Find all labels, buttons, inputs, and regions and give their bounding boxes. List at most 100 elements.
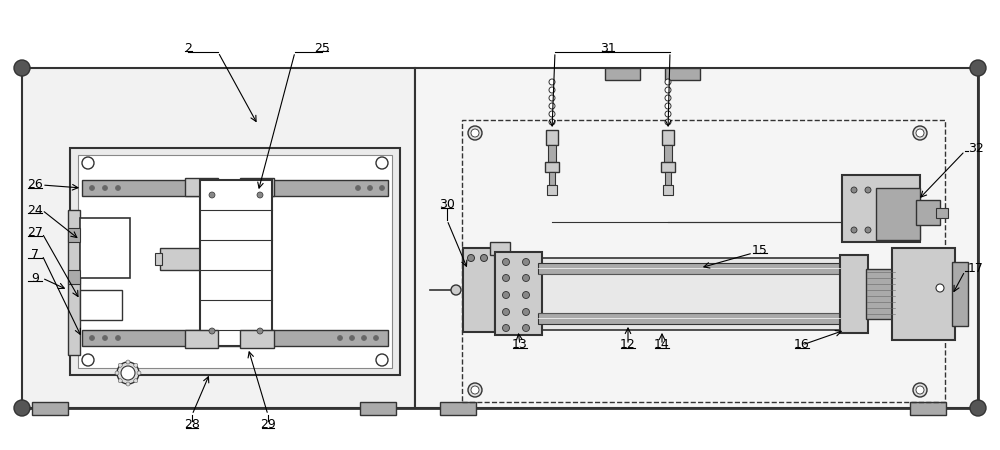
Bar: [936, 208, 948, 218]
Bar: [70, 148, 400, 375]
Bar: [240, 330, 274, 348]
Text: 7: 7: [31, 248, 39, 261]
Bar: [662, 130, 674, 145]
Text: 30: 30: [439, 198, 455, 211]
Circle shape: [82, 354, 94, 366]
Circle shape: [82, 157, 94, 169]
Circle shape: [522, 324, 530, 332]
Circle shape: [103, 185, 108, 190]
Bar: [665, 68, 700, 80]
Bar: [82, 180, 388, 196]
Circle shape: [451, 285, 461, 295]
Circle shape: [257, 192, 263, 198]
Bar: [82, 330, 388, 346]
Text: 16: 16: [794, 338, 810, 351]
Circle shape: [468, 126, 482, 140]
Circle shape: [665, 79, 671, 85]
Circle shape: [913, 126, 927, 140]
Bar: [910, 402, 946, 415]
Bar: [545, 162, 559, 172]
Circle shape: [549, 119, 555, 125]
Bar: [200, 180, 272, 346]
Text: 2: 2: [184, 41, 192, 54]
Circle shape: [665, 119, 671, 125]
Bar: [661, 162, 675, 172]
Circle shape: [936, 284, 944, 292]
Circle shape: [503, 274, 510, 282]
Bar: [463, 248, 495, 332]
Circle shape: [116, 185, 120, 190]
Circle shape: [117, 362, 139, 384]
Circle shape: [522, 258, 530, 265]
Bar: [415, 68, 978, 408]
Circle shape: [522, 274, 530, 282]
Circle shape: [126, 360, 130, 364]
Circle shape: [522, 292, 530, 298]
Circle shape: [970, 400, 986, 416]
Text: 9: 9: [31, 271, 39, 284]
Bar: [840, 255, 868, 333]
Bar: [32, 402, 68, 415]
Circle shape: [376, 157, 388, 169]
Text: 31: 31: [600, 41, 616, 54]
Circle shape: [522, 309, 530, 315]
Bar: [866, 269, 896, 319]
Circle shape: [134, 379, 138, 383]
Bar: [842, 175, 920, 242]
Circle shape: [118, 379, 122, 383]
Bar: [240, 178, 274, 196]
Bar: [68, 270, 80, 284]
Text: 32: 32: [968, 141, 984, 154]
Bar: [185, 330, 218, 348]
Circle shape: [14, 60, 30, 76]
Circle shape: [137, 371, 141, 375]
Text: 12: 12: [620, 338, 636, 351]
Circle shape: [503, 309, 510, 315]
Bar: [68, 210, 80, 355]
Bar: [185, 178, 218, 196]
Bar: [80, 290, 122, 320]
Circle shape: [480, 255, 488, 261]
Circle shape: [916, 386, 924, 394]
Text: 14: 14: [654, 338, 670, 351]
Bar: [160, 248, 202, 270]
Circle shape: [503, 292, 510, 298]
Circle shape: [362, 336, 366, 341]
Circle shape: [503, 324, 510, 332]
Bar: [665, 172, 671, 185]
Bar: [22, 68, 415, 408]
Circle shape: [865, 227, 871, 233]
Circle shape: [665, 87, 671, 93]
Bar: [538, 258, 840, 330]
Circle shape: [549, 87, 555, 93]
Circle shape: [90, 185, 94, 190]
Circle shape: [257, 328, 263, 334]
Circle shape: [368, 185, 372, 190]
Bar: [547, 185, 557, 195]
Bar: [605, 68, 640, 80]
Text: 13: 13: [512, 338, 528, 351]
Circle shape: [115, 371, 119, 375]
Circle shape: [116, 336, 120, 341]
Bar: [546, 130, 558, 145]
Circle shape: [209, 328, 215, 334]
Circle shape: [549, 95, 555, 101]
Circle shape: [118, 363, 122, 367]
Circle shape: [549, 111, 555, 117]
Bar: [538, 313, 840, 324]
Bar: [22, 68, 978, 408]
Bar: [155, 253, 162, 265]
Circle shape: [851, 187, 857, 193]
Circle shape: [665, 111, 671, 117]
Bar: [440, 402, 476, 415]
Circle shape: [209, 192, 215, 198]
Circle shape: [851, 227, 857, 233]
Circle shape: [338, 336, 342, 341]
Circle shape: [350, 336, 354, 341]
Bar: [548, 145, 556, 162]
Circle shape: [103, 336, 108, 341]
Bar: [360, 402, 396, 415]
Circle shape: [970, 60, 986, 76]
Text: 25: 25: [314, 41, 330, 54]
Bar: [495, 252, 542, 335]
